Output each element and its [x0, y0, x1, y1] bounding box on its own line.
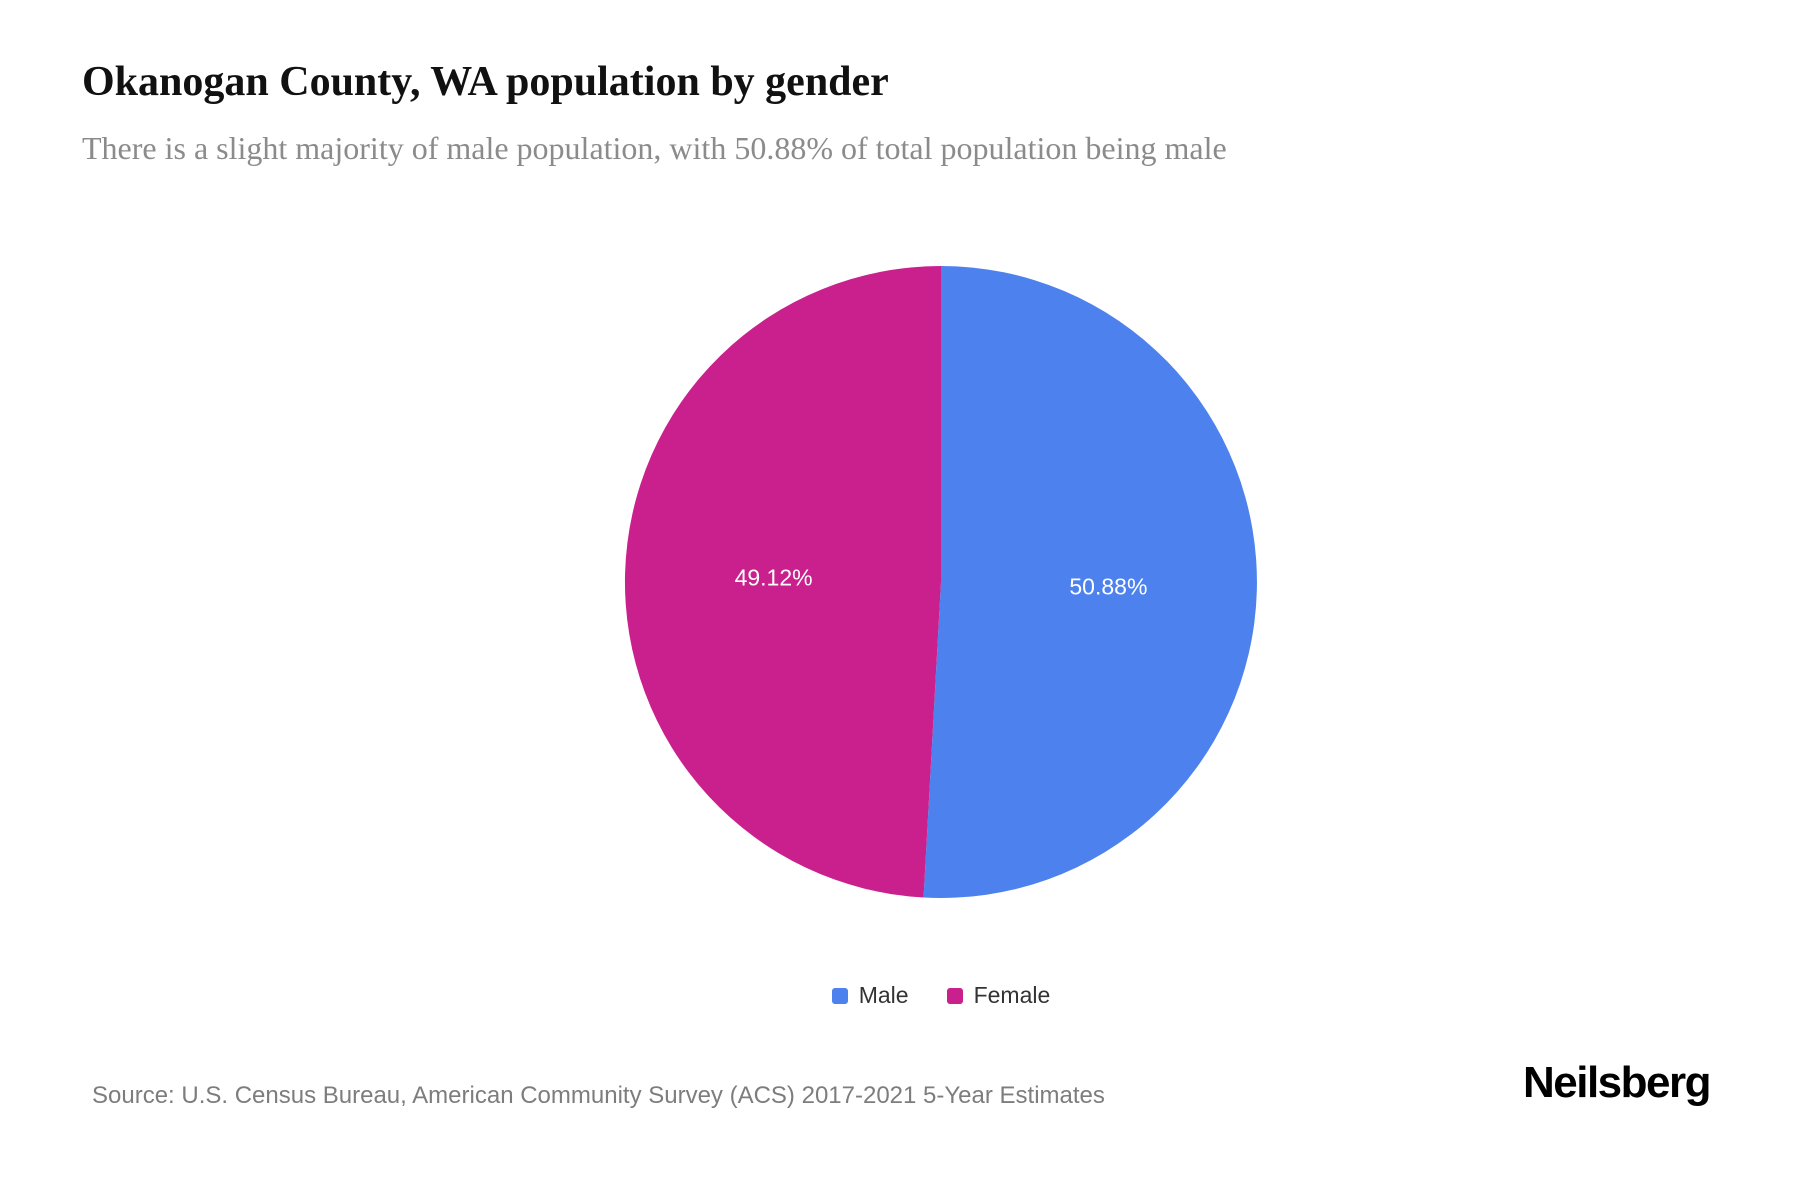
legend-item-male[interactable]: Male [831, 982, 909, 1009]
legend-swatch-male-icon [831, 987, 848, 1004]
pie-slice-label-female: 49.12% [735, 564, 813, 590]
chart-header: Okanogan County, WA population by gender… [82, 58, 1722, 170]
pie-chart-svg: 50.88% 49.12% [624, 266, 1257, 898]
pie-slice-male[interactable] [923, 266, 1257, 898]
chart-legend: Male Female [621, 982, 1261, 1009]
legend-label-female: Female [973, 982, 1051, 1008]
legend-item-female[interactable]: Female [946, 982, 1051, 1009]
legend-swatch-female-icon [946, 987, 963, 1004]
source-text: Source: U.S. Census Bureau, American Com… [92, 1082, 1105, 1109]
chart-subtitle: There is a slight majority of male popul… [82, 130, 1227, 167]
pie-chart: 50.88% 49.12% [621, 262, 1261, 902]
brand-logo: Neilsberg [1522, 1058, 1712, 1107]
legend-label-male: Male [858, 982, 909, 1008]
chart-title: Okanogan County, WA population by gender [82, 59, 889, 105]
pie-slice-female[interactable] [624, 266, 941, 898]
pie-slice-label-male: 50.88% [1069, 574, 1147, 600]
